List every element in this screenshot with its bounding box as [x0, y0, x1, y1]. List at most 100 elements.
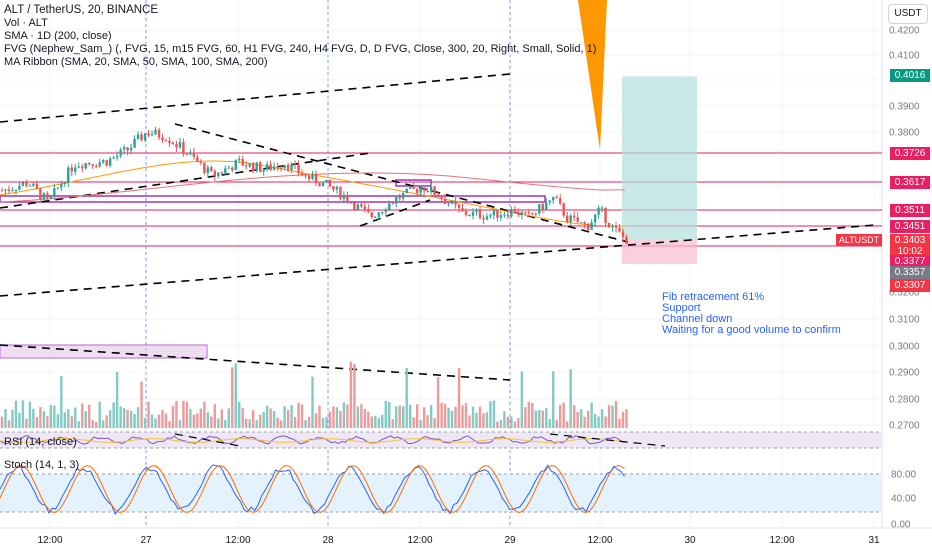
volume-bar — [154, 418, 157, 428]
candle-body — [332, 186, 335, 190]
volume-bar — [531, 402, 534, 428]
note-line: Waiting for a good volume to confirm — [662, 324, 841, 336]
volume-bar — [395, 406, 398, 428]
volume-bar — [422, 407, 426, 428]
candle-body — [576, 217, 579, 223]
candle-body — [464, 211, 468, 215]
candle-body — [231, 167, 234, 171]
candle-body — [534, 213, 537, 215]
price-tag: 0.3403 — [890, 233, 930, 247]
volume-bar — [258, 414, 262, 428]
candle-body — [70, 167, 73, 172]
candle-body — [28, 185, 32, 187]
candle-body — [133, 138, 136, 148]
volume-bar — [272, 411, 276, 428]
candle-body — [182, 141, 185, 154]
rsi-ma-line — [0, 438, 625, 443]
volume-bar — [339, 410, 342, 428]
volume-bar — [478, 406, 482, 428]
volume-bar — [175, 401, 178, 428]
candle-body — [388, 203, 391, 211]
candle-body — [402, 192, 405, 199]
candle-body — [545, 202, 548, 211]
volume-bar — [112, 402, 115, 428]
volume-bar — [520, 371, 524, 428]
candle-body — [74, 167, 77, 172]
price-tag: 0.3357 — [890, 265, 930, 279]
y-tick-label: 0.3900 — [889, 102, 920, 113]
candle-body — [88, 163, 91, 165]
candle-body — [84, 163, 87, 169]
volume-bar — [14, 400, 18, 428]
candle-body — [342, 194, 346, 199]
candle-body — [377, 212, 380, 217]
candle-body — [161, 137, 164, 141]
candle-body — [461, 208, 464, 212]
volume-bar — [555, 419, 558, 428]
volume-bar — [262, 411, 265, 428]
volume-bar — [412, 417, 415, 428]
volume-bar — [140, 381, 143, 428]
y-tick-label: 0.2900 — [889, 368, 920, 379]
volume-bar — [607, 405, 611, 428]
volume-bar — [283, 406, 286, 428]
volume-bar — [625, 409, 628, 428]
candle-body — [506, 214, 510, 217]
x-tick-label: 28 — [322, 535, 334, 546]
candle-body — [129, 147, 133, 151]
candle-body — [593, 214, 597, 223]
volume-bar — [196, 413, 199, 428]
candle-body — [607, 222, 611, 228]
volume-bar — [91, 420, 94, 428]
candle-body — [199, 161, 203, 163]
volume-bar — [426, 415, 429, 428]
candle-body — [77, 166, 80, 168]
x-tick-label: 31 — [868, 535, 880, 546]
candle-body — [621, 231, 625, 237]
candle-body — [614, 225, 618, 228]
candle-body — [604, 207, 607, 223]
volume-bar — [49, 405, 53, 428]
volume-bar — [199, 408, 203, 428]
legend-volume: Vol · ALT — [4, 17, 48, 29]
volume-bar — [252, 410, 255, 428]
candle-body — [241, 159, 244, 166]
candle-body — [32, 183, 35, 186]
candle-body — [436, 194, 440, 198]
candle-body — [447, 203, 450, 205]
y-tick-label: 0.3000 — [889, 342, 920, 353]
volume-bar — [314, 413, 318, 428]
candle-body — [482, 218, 485, 220]
candle-body — [175, 143, 178, 148]
volume-bar — [447, 407, 450, 428]
candle-body — [189, 152, 192, 155]
volume-bar — [234, 363, 237, 428]
candle-body — [405, 188, 408, 193]
volume-bar — [440, 402, 443, 428]
volume-bar — [579, 409, 583, 428]
channel-top-line — [0, 73, 511, 123]
volume-bar — [374, 415, 377, 428]
candle-body — [552, 197, 555, 201]
candle-body — [321, 181, 325, 187]
volume-bar — [485, 412, 489, 428]
candle-body — [538, 204, 541, 214]
volume-bar — [342, 402, 346, 428]
volume-bar — [35, 417, 39, 428]
volume-bar — [405, 367, 408, 428]
volume-bar — [468, 415, 471, 428]
currency-button[interactable]: USDT — [888, 4, 928, 24]
volume-bar — [415, 404, 419, 428]
candle-body — [95, 165, 98, 167]
volume-bar — [88, 404, 91, 428]
candle-body — [265, 164, 269, 170]
volume-trendline — [0, 344, 511, 381]
volume-bar — [586, 410, 590, 428]
volume-bar — [21, 400, 25, 428]
price-tag: 0.3511 — [890, 203, 930, 217]
candle-body — [346, 194, 349, 203]
volume-bar — [548, 418, 551, 428]
channel-mid-line — [0, 152, 371, 209]
volume-bar — [168, 421, 171, 428]
volume-bar — [384, 401, 387, 428]
